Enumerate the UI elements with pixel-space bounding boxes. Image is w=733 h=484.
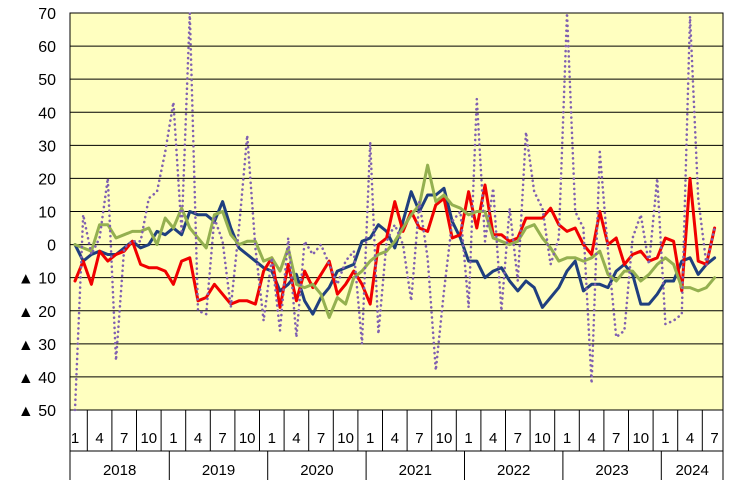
x-tick-label: 7 — [120, 430, 128, 447]
y-tick-label: ▲ 50 — [18, 403, 56, 420]
series-line-2 — [73, 176, 717, 309]
grid-lines — [70, 45, 723, 378]
y-tick-label: ▲ 10 — [18, 271, 56, 288]
year-label: 2018 — [103, 462, 136, 479]
x-tick-label: 7 — [514, 430, 522, 447]
y-tick-label: 60 — [38, 39, 56, 56]
y-axis-ticks: 70 60 50 40 30 20 10 0 ▲ 10 ▲ 20 ▲ 30 ▲ 40 ▲ 50 — [18, 6, 56, 420]
x-tick-label: 1 — [71, 430, 79, 447]
x-tick-label: 7 — [612, 430, 620, 447]
year-label: 2024 — [675, 462, 708, 479]
x-tick-label: 4 — [489, 430, 497, 447]
x-tick-label: 4 — [292, 430, 300, 447]
series-line-1 — [73, 186, 717, 316]
x-tick-label: 1 — [169, 430, 177, 447]
y-tick-label: 20 — [38, 171, 56, 188]
x-tick-label: 10 — [337, 430, 354, 447]
x-tick-label: 10 — [534, 430, 551, 447]
year-label: 2019 — [202, 462, 235, 479]
series-line-4 — [73, 11, 716, 412]
x-tick-label: 7 — [218, 430, 226, 447]
x-tick-label: 4 — [587, 430, 595, 447]
y-tick-label: 40 — [38, 105, 56, 122]
x-tick-label: 1 — [268, 430, 276, 447]
y-tick-label: 10 — [38, 205, 56, 222]
year-label: 2023 — [595, 462, 628, 479]
y-tick-label: 0 — [47, 238, 56, 255]
x-tick-label: 4 — [194, 430, 202, 447]
year-label: 2021 — [399, 462, 432, 479]
x-tick-label: 7 — [317, 430, 325, 447]
x-tick-label: 1 — [563, 430, 571, 447]
y-tick-label: 70 — [38, 6, 56, 23]
x-tick-label: 4 — [391, 430, 399, 447]
x-tick-label: 4 — [95, 430, 103, 447]
x-tick-label: 4 — [686, 430, 694, 447]
x-tick-label: 7 — [710, 430, 718, 447]
series-group — [73, 11, 717, 412]
y-tick-label: ▲ 30 — [18, 337, 56, 354]
year-label: 2020 — [300, 462, 333, 479]
x-tick-label: 1 — [661, 430, 669, 447]
y-tick-label: 50 — [38, 72, 56, 89]
x-tick-label: 10 — [632, 430, 649, 447]
y-tick-label: ▲ 20 — [18, 304, 56, 321]
x-tick-label: 10 — [239, 430, 256, 447]
x-tick-label: 10 — [140, 430, 157, 447]
x-tick-label: 7 — [415, 430, 423, 447]
y-tick-label: ▲ 40 — [18, 370, 56, 387]
year-label: 2022 — [497, 462, 530, 479]
series-line-3 — [73, 163, 717, 319]
y-tick-label: 30 — [38, 138, 56, 155]
x-tick-label: 1 — [366, 430, 374, 447]
x-tick-label: 10 — [436, 430, 453, 447]
x-tick-label: 1 — [464, 430, 472, 447]
